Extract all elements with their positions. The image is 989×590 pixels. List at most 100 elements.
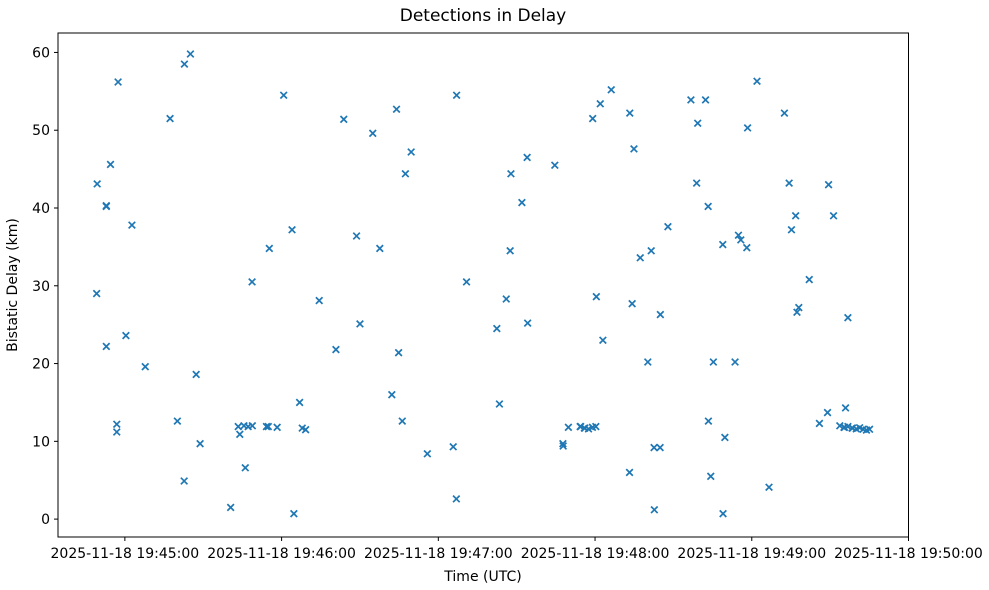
data-point-marker bbox=[835, 421, 844, 430]
data-point-marker bbox=[248, 277, 256, 286]
data-point-marker bbox=[449, 442, 458, 451]
data-point-marker bbox=[506, 246, 515, 255]
data-point-marker bbox=[636, 253, 645, 262]
data-point-marker bbox=[598, 336, 607, 345]
data-point-marker bbox=[815, 419, 824, 428]
data-point-marker bbox=[559, 442, 568, 450]
x-tick-label: 2025-11-18 19:47:00 bbox=[364, 546, 513, 562]
data-point-marker bbox=[375, 244, 384, 253]
axis-ticks-group bbox=[54, 51, 909, 541]
data-point-marker bbox=[173, 417, 182, 426]
y-tick-label: 10 bbox=[32, 434, 50, 450]
data-point-marker bbox=[93, 179, 102, 188]
data-point-marker bbox=[186, 50, 195, 58]
data-point-marker bbox=[824, 180, 833, 189]
data-point-marker bbox=[787, 225, 796, 234]
data-point-marker bbox=[112, 428, 121, 436]
data-point-marker bbox=[625, 109, 634, 118]
data-point-marker bbox=[492, 324, 501, 333]
data-point-marker bbox=[564, 423, 573, 432]
y-tick-label: 0 bbox=[41, 512, 50, 528]
data-point-marker bbox=[401, 169, 410, 178]
data-point-marker bbox=[265, 244, 274, 253]
data-point-marker bbox=[656, 310, 665, 319]
data-point-marker bbox=[368, 129, 377, 138]
data-point-marker bbox=[625, 468, 634, 477]
x-tick-label: 2025-11-18 19:49:00 bbox=[677, 546, 826, 562]
data-point-marker bbox=[226, 503, 235, 512]
data-point-marker bbox=[288, 225, 296, 234]
data-point-marker bbox=[507, 169, 515, 178]
data-point-marker bbox=[279, 91, 288, 100]
data-point-marker bbox=[332, 345, 340, 354]
data-point-marker bbox=[241, 463, 250, 472]
data-point-marker bbox=[192, 370, 201, 379]
data-point-marker bbox=[141, 362, 150, 371]
data-point-marker bbox=[704, 202, 713, 211]
data-point-marker bbox=[289, 509, 298, 518]
data-point-marker bbox=[664, 222, 672, 231]
data-point-marker bbox=[743, 123, 752, 132]
data-point-marker bbox=[452, 494, 461, 503]
data-point-marker bbox=[502, 295, 511, 303]
scatter-points-group bbox=[92, 50, 874, 518]
data-point-marker bbox=[823, 408, 832, 417]
data-point-marker bbox=[588, 114, 597, 123]
data-point-marker bbox=[704, 417, 713, 426]
data-point-marker bbox=[596, 99, 605, 108]
data-point-marker bbox=[706, 472, 715, 481]
data-point-marker bbox=[196, 439, 204, 448]
data-point-marker bbox=[166, 114, 174, 123]
data-point-marker bbox=[731, 358, 739, 366]
data-point-marker bbox=[701, 95, 710, 104]
data-point-marker bbox=[452, 91, 461, 100]
data-point-marker bbox=[339, 115, 348, 124]
axes-spines bbox=[57, 32, 909, 538]
data-point-marker bbox=[301, 425, 310, 434]
data-point-marker bbox=[106, 160, 115, 169]
data-point-marker bbox=[523, 153, 532, 162]
data-point-marker bbox=[180, 60, 189, 69]
data-point-marker bbox=[843, 422, 852, 431]
data-point-marker bbox=[128, 221, 136, 230]
data-point-marker bbox=[780, 109, 789, 118]
data-point-marker bbox=[628, 299, 637, 308]
data-point-marker bbox=[647, 246, 656, 255]
data-point-marker bbox=[559, 439, 567, 448]
data-point-marker bbox=[630, 144, 638, 153]
data-point-marker bbox=[841, 403, 850, 412]
data-point-marker bbox=[865, 425, 874, 434]
data-point-marker bbox=[122, 331, 130, 340]
axis-tick-labels-group: 2025-11-18 19:45:00 2025-11-18 19:46:00 20… bbox=[32, 45, 983, 562]
data-point-marker bbox=[650, 505, 659, 514]
data-point-marker bbox=[423, 449, 432, 458]
y-tick-label: 60 bbox=[32, 45, 50, 61]
data-point-marker bbox=[102, 342, 111, 351]
data-point-marker bbox=[248, 421, 257, 430]
data-point-marker bbox=[495, 400, 504, 408]
data-point-marker bbox=[392, 105, 401, 114]
x-axis-label: Time (UTC) bbox=[443, 569, 521, 585]
data-point-marker bbox=[753, 77, 761, 86]
x-tick-label: 2025-11-18 19:50:00 bbox=[834, 546, 983, 562]
data-point-marker bbox=[591, 422, 600, 431]
data-point-marker bbox=[352, 232, 361, 240]
y-axis-label: Bistatic Delay (km) bbox=[5, 218, 21, 352]
x-tick-label: 2025-11-18 19:48:00 bbox=[521, 546, 670, 562]
data-point-marker bbox=[315, 296, 324, 305]
data-point-marker bbox=[791, 211, 800, 220]
data-point-marker bbox=[829, 211, 838, 220]
data-point-marker bbox=[592, 292, 601, 301]
data-point-marker bbox=[112, 420, 121, 429]
plot-area bbox=[58, 33, 909, 537]
data-point-marker bbox=[720, 433, 729, 442]
data-point-marker bbox=[793, 308, 801, 317]
data-point-marker bbox=[273, 423, 282, 432]
data-point-marker bbox=[692, 179, 701, 188]
data-point-marker bbox=[523, 319, 532, 328]
data-point-marker bbox=[102, 201, 111, 210]
chart-title: Detections in Delay bbox=[400, 6, 567, 26]
y-tick-label: 40 bbox=[32, 201, 50, 217]
